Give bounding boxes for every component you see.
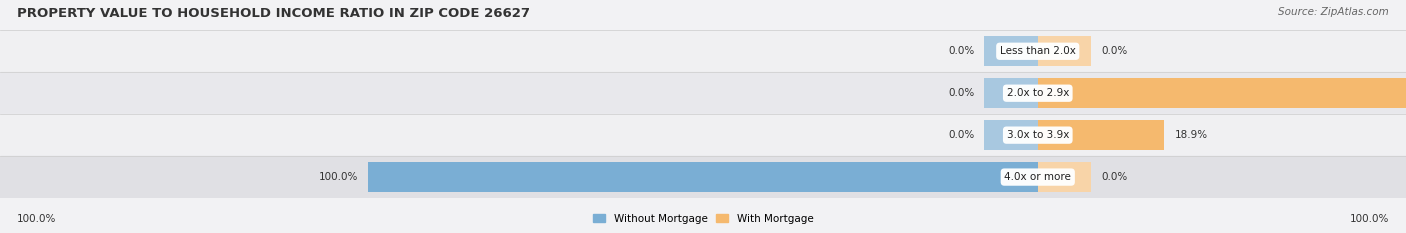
Bar bbox=[0, 30, 1406, 72]
Text: 2.0x to 2.9x: 2.0x to 2.9x bbox=[1007, 88, 1069, 98]
Bar bbox=[1038, 120, 1164, 150]
Text: Source: ZipAtlas.com: Source: ZipAtlas.com bbox=[1278, 7, 1389, 17]
Text: 0.0%: 0.0% bbox=[1101, 46, 1128, 56]
Bar bbox=[984, 78, 1038, 108]
Text: 0.0%: 0.0% bbox=[948, 130, 974, 140]
Text: 0.0%: 0.0% bbox=[948, 46, 974, 56]
Bar bbox=[984, 36, 1038, 66]
Bar bbox=[0, 72, 1406, 114]
Legend: Without Mortgage, With Mortgage: Without Mortgage, With Mortgage bbox=[589, 209, 817, 228]
Bar bbox=[984, 120, 1038, 150]
Text: 100.0%: 100.0% bbox=[1350, 214, 1389, 224]
Text: 100.0%: 100.0% bbox=[319, 172, 359, 182]
Text: 4.0x or more: 4.0x or more bbox=[1004, 172, 1071, 182]
Bar bbox=[1038, 162, 1091, 192]
Text: 0.0%: 0.0% bbox=[948, 88, 974, 98]
Text: 18.9%: 18.9% bbox=[1174, 130, 1208, 140]
Text: 100.0%: 100.0% bbox=[17, 214, 56, 224]
Bar bbox=[0, 156, 1406, 198]
Text: 0.0%: 0.0% bbox=[1101, 172, 1128, 182]
Bar bbox=[0, 114, 1406, 156]
Text: 3.0x to 3.9x: 3.0x to 3.9x bbox=[1007, 130, 1069, 140]
Bar bbox=[1038, 36, 1091, 66]
Bar bbox=[368, 162, 1038, 192]
Text: Less than 2.0x: Less than 2.0x bbox=[1000, 46, 1076, 56]
Text: PROPERTY VALUE TO HOUSEHOLD INCOME RATIO IN ZIP CODE 26627: PROPERTY VALUE TO HOUSEHOLD INCOME RATIO… bbox=[17, 7, 530, 20]
Bar bbox=[1038, 78, 1406, 108]
